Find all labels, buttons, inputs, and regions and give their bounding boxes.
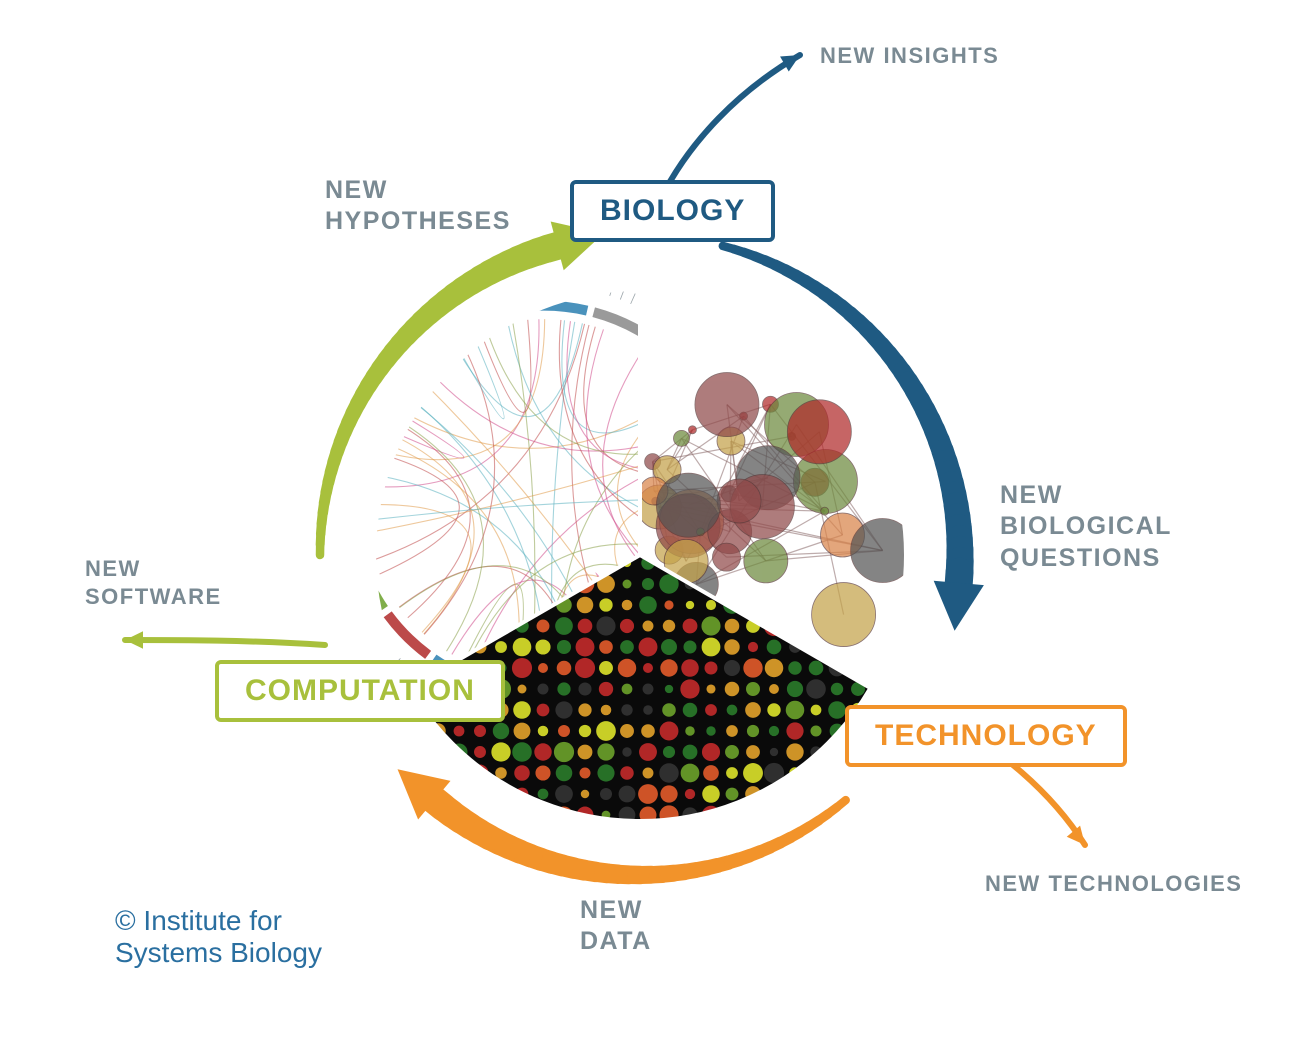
technology-node: TECHNOLOGY [845, 705, 1127, 767]
callout-new-insights: NEW INSIGHTS [820, 42, 999, 70]
biology-node: BIOLOGY [570, 180, 775, 242]
callout-new-biological-questions: NEW BIOLOGICAL QUESTIONS [1000, 480, 1172, 574]
copyright-caption: © Institute for Systems Biology [115, 905, 322, 969]
callout-new-software: NEW SOFTWARE [85, 555, 222, 610]
computation-node: COMPUTATION [215, 660, 505, 722]
new-insights-arrow [660, 55, 800, 200]
new-software-arrow [125, 631, 325, 648]
callout-new-technologies: NEW TECHNOLOGIES [985, 870, 1242, 898]
technology-label: TECHNOLOGY [875, 719, 1097, 752]
biology-label: BIOLOGY [600, 194, 745, 227]
callout-new-hypotheses: NEW HYPOTHESES [325, 175, 511, 238]
computation-label: COMPUTATION [245, 674, 475, 707]
callout-new-data: NEW DATA [580, 895, 652, 958]
